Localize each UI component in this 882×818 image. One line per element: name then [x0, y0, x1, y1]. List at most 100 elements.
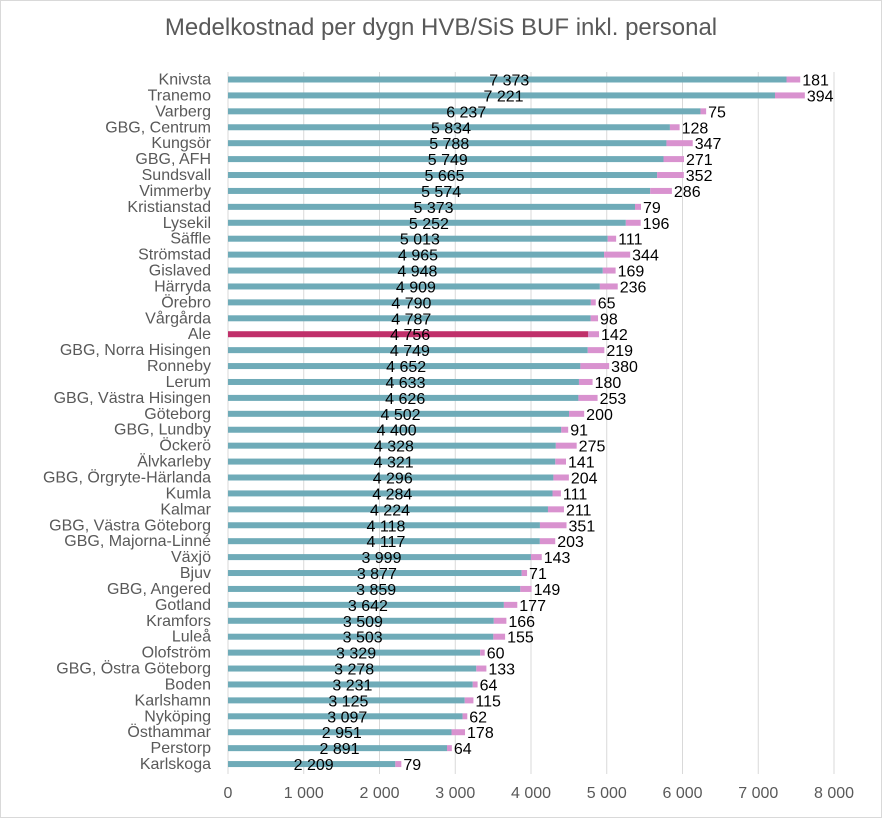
bar-base	[228, 697, 465, 704]
personal-label: 219	[606, 343, 633, 360]
bar-personal	[539, 522, 567, 529]
bar-personal	[462, 713, 468, 720]
category-label: Ale	[188, 326, 211, 343]
bar-personal	[650, 187, 672, 194]
bar-base	[228, 442, 556, 449]
value-label: 4 502	[380, 407, 420, 424]
value-label: 5 252	[409, 216, 449, 233]
bar-base	[228, 458, 556, 465]
personal-label: 253	[600, 391, 627, 408]
category-label: Perstorp	[151, 740, 212, 757]
personal-label: 211	[566, 502, 592, 519]
personal-label: 115	[475, 693, 501, 710]
personal-label: 236	[620, 279, 647, 296]
category-label: GBG, Angered	[107, 581, 211, 598]
personal-label: 98	[600, 311, 618, 328]
personal-label: 344	[632, 248, 659, 265]
personal-label: 62	[469, 709, 487, 726]
category-label: Tranemo	[148, 87, 212, 104]
personal-label: 200	[586, 407, 613, 424]
personal-label: 64	[480, 677, 498, 694]
x-tick-label: 1 000	[284, 785, 324, 802]
value-label: 3 999	[361, 550, 401, 567]
value-label: 4 224	[370, 502, 410, 519]
personal-label: 155	[507, 630, 534, 647]
value-label: 3 509	[343, 614, 383, 631]
category-label: Knivsta	[159, 72, 212, 89]
personal-label: 203	[557, 534, 584, 551]
personal-label: 275	[579, 439, 606, 456]
category-label: Vårgårda	[145, 309, 211, 327]
bar-base	[228, 140, 667, 147]
personal-label: 143	[544, 550, 571, 567]
bar-base	[228, 617, 494, 624]
bar-base	[228, 394, 579, 401]
personal-label: 91	[570, 423, 588, 440]
personal-label: 380	[611, 359, 638, 376]
value-label: 4 633	[385, 375, 425, 392]
bar-personal	[561, 426, 569, 433]
value-label: 5 574	[421, 184, 461, 201]
bar-personal	[493, 617, 507, 624]
personal-label: 79	[643, 200, 661, 217]
bar-personal	[590, 315, 599, 322]
bar-base	[228, 172, 658, 179]
value-label: 5 373	[413, 200, 453, 217]
bar-personal	[599, 283, 618, 290]
value-label: 3 642	[348, 598, 388, 615]
category-label: Olofström	[142, 645, 211, 662]
category-label: Vimmerby	[139, 183, 211, 200]
category-label: Karlskoga	[140, 756, 211, 773]
bar-personal	[607, 235, 617, 242]
value-label: 4 284	[372, 486, 412, 503]
bar-personal	[635, 203, 641, 210]
category-label: Öckerö	[159, 437, 211, 455]
value-label: 4 117	[367, 534, 406, 551]
bar-personal	[669, 124, 680, 131]
x-tick-label: 4 000	[511, 785, 551, 802]
bar-personal	[553, 474, 569, 481]
category-label: GBG, Lundby	[114, 422, 211, 439]
bar-base	[228, 267, 603, 274]
category-label: Kungsör	[151, 135, 211, 152]
value-label: 4 790	[391, 295, 431, 312]
value-label: 4 626	[385, 391, 425, 408]
bar-base	[228, 283, 600, 290]
value-label: 3 278	[334, 662, 374, 679]
bar-personal	[625, 219, 641, 226]
category-label: Bjuv	[180, 565, 211, 582]
bar-base	[228, 156, 664, 163]
bar-base	[228, 681, 473, 688]
bar-personal	[547, 506, 564, 513]
bar-personal	[521, 570, 528, 577]
bar-personal	[666, 140, 693, 147]
bar-base	[228, 585, 521, 592]
bar-personal	[395, 761, 402, 768]
category-label: GBG, Västra Göteborg	[49, 517, 211, 534]
personal-label: 111	[563, 486, 587, 503]
bar-personal	[578, 394, 598, 401]
category-label: Gotland	[155, 597, 211, 614]
bar-personal	[476, 665, 487, 672]
bar-personal	[520, 585, 532, 592]
category-label: Härryda	[154, 278, 211, 295]
category-label: Nyköping	[144, 708, 211, 725]
bar-personal	[786, 76, 801, 83]
bar-personal	[503, 601, 518, 608]
value-label: 3 329	[336, 646, 376, 663]
bar-personal	[480, 649, 485, 656]
personal-label: 286	[674, 184, 701, 201]
bar-base	[228, 745, 447, 752]
bar-personal	[569, 410, 585, 417]
bar-personal	[578, 378, 593, 385]
bar-base	[228, 649, 481, 656]
bar-base	[228, 474, 554, 481]
category-label: Varberg	[155, 103, 211, 120]
category-label: Örebro	[161, 293, 211, 311]
bar-base	[228, 490, 553, 497]
bar-base	[228, 235, 608, 242]
category-label: Kristianstad	[127, 199, 211, 216]
bar-base	[228, 251, 605, 258]
personal-label: 71	[529, 566, 547, 583]
category-label: Göteborg	[144, 406, 211, 423]
